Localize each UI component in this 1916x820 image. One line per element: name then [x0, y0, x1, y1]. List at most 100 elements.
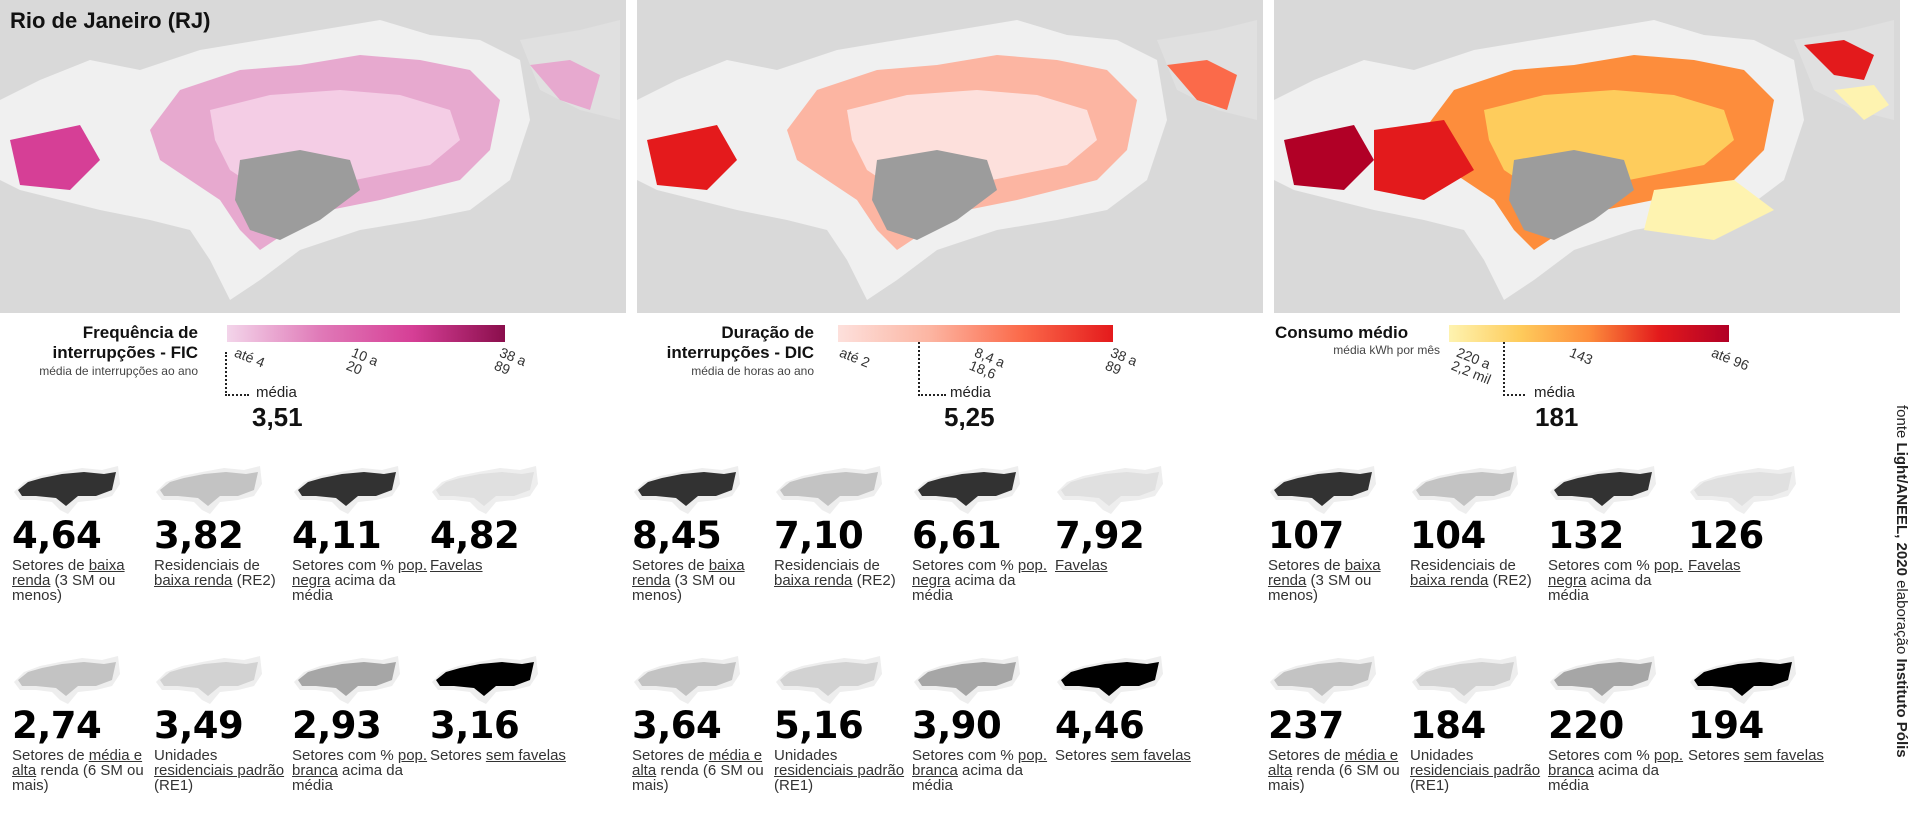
stat-tile: 8,45 Setores de baixa renda (3 SM ou meno…	[632, 462, 768, 603]
stat-tile: 3,16 Setores sem favelas	[430, 652, 566, 763]
stat-label-link[interactable]: baixa renda	[154, 572, 233, 589]
stat-tile: 7,92 Favelas	[1055, 462, 1191, 573]
map-consumo-svg	[1274, 0, 1900, 313]
media-value-fic: 3,51	[252, 402, 303, 432]
media-label-dic: média	[950, 384, 991, 401]
stat-label: Setores com % pop. branca acima da média	[292, 747, 428, 794]
stat-tile: 3,49 Unidades residenciais padrão (RE1)	[154, 652, 290, 793]
legend-tick-dic-2: 8,4 a 18,6	[967, 344, 1008, 383]
map-dic-svg	[637, 0, 1263, 313]
stat-label-link[interactable]: baixa renda	[12, 557, 125, 589]
stat-tile: 7,10 Residenciais de baixa renda (RE2)	[774, 462, 910, 588]
source-author: Instituto Pólis	[1893, 658, 1910, 758]
legend-tick-consumo-2: 143	[1567, 344, 1596, 368]
stat-tile: 3,82 Residenciais de baixa renda (RE2)	[154, 462, 290, 588]
stat-label-link[interactable]: Favelas	[1688, 557, 1741, 574]
stat-tile: 237 Setores de média e alta renda (6 SM o…	[1268, 652, 1404, 793]
stat-label: Setores com % pop. negra acima da média	[292, 557, 428, 604]
stat-thumbnail-map	[294, 656, 400, 704]
map-fic-svg	[0, 0, 626, 313]
stat-label-link[interactable]: sem favelas	[485, 747, 566, 764]
stat-tile: 184 Unidades residenciais padrão (RE1)	[1410, 652, 1546, 793]
legend-title-dic: Duração de interrupções - DIC	[666, 323, 814, 362]
stat-label-link[interactable]: Favelas	[1055, 557, 1108, 574]
stat-thumbnail-map	[432, 466, 538, 514]
stat-value: 126	[1688, 514, 1764, 557]
media-value-dic: 5,25	[944, 402, 995, 432]
legend-tick-fic-3: 38 a 89	[492, 344, 529, 378]
stat-tile: 126 Favelas	[1688, 462, 1824, 573]
map-fic[interactable]	[0, 0, 626, 313]
stat-thumbnail-map	[432, 656, 538, 704]
stat-label-link[interactable]: residenciais padrão	[154, 762, 285, 779]
stat-label: Setores de baixa renda (3 SM ou menos)	[12, 557, 125, 604]
stat-tile: 4,82 Favelas	[430, 462, 566, 573]
legend-tick-dic-3: 38 a 89	[1103, 344, 1140, 378]
legend-tick-consumo-3: até 96	[1709, 344, 1752, 374]
stat-label: Setores com % pop. branca acima da média	[1548, 747, 1684, 794]
stat-label: Setores com % pop. negra acima da média	[1548, 557, 1684, 604]
stat-value: 4,82	[430, 514, 520, 557]
source-credit: fonte Light/ANEEL, 2020 elaboração Insti…	[1892, 405, 1912, 815]
stat-tile: 3,90 Setores com % pop. branca acima da m…	[912, 652, 1048, 793]
stat-label-link[interactable]: sem favelas	[1743, 747, 1824, 764]
stat-tile: 220 Setores com % pop. branca acima da mé…	[1548, 652, 1684, 793]
stat-label-link[interactable]: média e alta	[1268, 747, 1399, 779]
stat-label-link[interactable]: Favelas	[430, 557, 483, 574]
stat-label-link[interactable]: baixa renda	[1268, 557, 1381, 589]
stat-label-link[interactable]: média e alta	[632, 747, 763, 779]
stat-label: Unidades residenciais padrão (RE1)	[1410, 747, 1541, 794]
stat-value: 6,61	[912, 514, 1002, 557]
stat-value: 8,45	[632, 514, 722, 557]
stat-tile: 2,74 Setores de média e alta renda (6 SM …	[12, 652, 148, 793]
media-label-consumo: média	[1534, 384, 1575, 401]
stat-label-link[interactable]: baixa renda	[1410, 572, 1489, 589]
stat-thumbnail-map	[634, 466, 740, 514]
map-dic[interactable]	[637, 0, 1263, 313]
stat-label: Setores sem favelas	[1688, 747, 1824, 764]
stat-label: Setores com % pop. branca acima da média	[912, 747, 1048, 794]
legend-subtitle-fic: média de interrupções ao ano	[39, 364, 198, 378]
stat-thumbnail-map	[1690, 656, 1796, 704]
stat-thumbnail-map	[776, 656, 882, 704]
legend-tick-dic-1: até 2	[837, 344, 873, 371]
stat-value: 184	[1410, 704, 1486, 747]
legend-subtitle-consumo: média kWh por mês	[1333, 343, 1440, 357]
stat-label-link[interactable]: pop. branca	[1548, 747, 1684, 779]
stat-label: Favelas	[1688, 558, 1824, 573]
stat-thumbnail-map	[1057, 466, 1163, 514]
media-label-fic: média	[256, 384, 297, 401]
stat-tile: 5,16 Unidades residenciais padrão (RE1)	[774, 652, 910, 793]
stat-tile: 4,46 Setores sem favelas	[1055, 652, 1191, 763]
stat-label-link[interactable]: residenciais padrão	[774, 762, 905, 779]
stat-thumbnail-map	[1550, 656, 1656, 704]
stat-thumbnail-map	[914, 466, 1020, 514]
media-pointer-consumo	[1503, 342, 1525, 396]
stat-label: Residenciais de baixa renda (RE2)	[154, 557, 276, 589]
stat-label-link[interactable]: sem favelas	[1110, 747, 1191, 764]
stat-label-link[interactable]: pop. branca	[292, 747, 428, 779]
stat-label-link[interactable]: média e alta	[12, 747, 143, 779]
source-name: Light/ANEEL, 2020	[1893, 442, 1910, 576]
stat-label-link[interactable]: residenciais padrão	[1410, 762, 1541, 779]
media-pointer-fic	[225, 352, 249, 396]
stat-label: Setores sem favelas	[430, 747, 566, 764]
stat-tile: 107 Setores de baixa renda (3 SM ou menos…	[1268, 462, 1404, 603]
stat-value: 3,64	[632, 704, 722, 747]
stat-label-link[interactable]: pop. negra	[912, 557, 1048, 589]
stat-value: 3,49	[154, 704, 244, 747]
stat-label: Residenciais de baixa renda (RE2)	[774, 557, 896, 589]
stat-value: 4,46	[1055, 704, 1145, 747]
stat-label-link[interactable]: baixa renda	[774, 572, 853, 589]
legend-tick-fic-2: 10 a 20	[344, 344, 381, 378]
stat-thumbnail-map	[1270, 466, 1376, 514]
stat-label: Setores sem favelas	[1055, 747, 1191, 764]
stat-label-link[interactable]: pop. negra	[1548, 557, 1684, 589]
map-consumo[interactable]	[1274, 0, 1900, 313]
stat-tile: 3,64 Setores de média e alta renda (6 SM …	[632, 652, 768, 793]
stat-value: 3,16	[430, 704, 520, 747]
stat-label-link[interactable]: baixa renda	[632, 557, 745, 589]
stat-label: Setores com % pop. negra acima da média	[912, 557, 1048, 604]
stat-label-link[interactable]: pop. branca	[912, 747, 1048, 779]
stat-label-link[interactable]: pop. negra	[292, 557, 428, 589]
